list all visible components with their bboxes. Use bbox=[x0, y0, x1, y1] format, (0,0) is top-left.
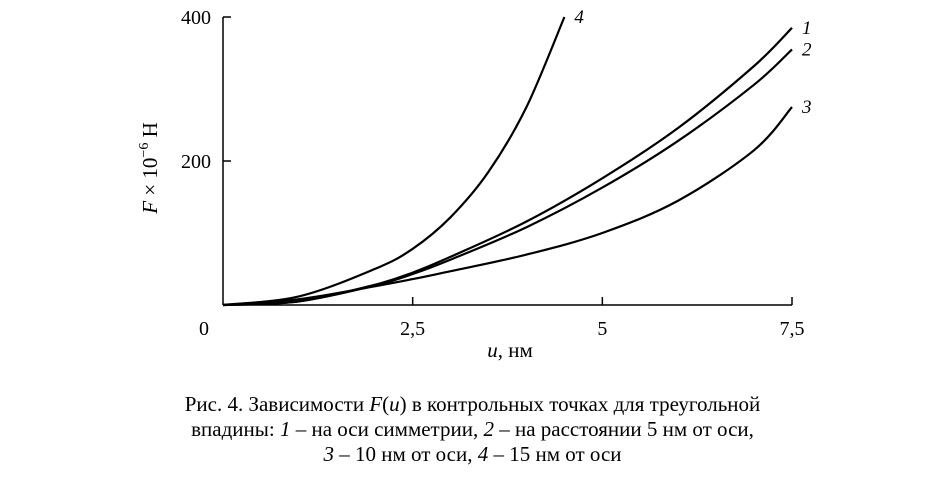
curve-3 bbox=[222, 106, 793, 307]
caption-text: Рис. 4. Зависимости bbox=[184, 392, 370, 416]
curve-2 bbox=[222, 48, 793, 307]
curve-4 bbox=[222, 16, 566, 307]
curve-label-4: 4 bbox=[574, 7, 584, 28]
caption-text: – на расстоянии 5 нм от оси, bbox=[493, 417, 754, 441]
x-tick-label: 2,5 bbox=[400, 318, 425, 340]
caption-text: – 10 нм от оси, bbox=[333, 442, 478, 466]
ticks: 0 2,5 5 7,5 200 400 bbox=[181, 7, 805, 340]
curves bbox=[222, 16, 793, 307]
y-axis-unit: Н bbox=[138, 122, 162, 142]
caption-text: впадины: bbox=[191, 417, 280, 441]
caption-curve-num: 1 bbox=[279, 417, 291, 441]
curve-label-1: 1 bbox=[802, 18, 812, 39]
y-axis-exp: −6 bbox=[137, 143, 152, 158]
caption-text: – на оси симметрии, bbox=[290, 417, 484, 441]
caption-curve-num: 3 bbox=[323, 442, 334, 466]
y-axis-factor: × 10 bbox=[138, 158, 162, 201]
caption-text: ( bbox=[382, 392, 390, 416]
axes bbox=[222, 17, 792, 306]
caption-line-3: 3 – 10 нм от оси, 4 – 15 нм от оси bbox=[120, 442, 825, 467]
x-tick-label: 0 bbox=[199, 318, 209, 340]
caption-var: u bbox=[389, 392, 400, 416]
caption-line-2: впадины: 1 – на оси симметрии, 2 – на ра… bbox=[120, 417, 825, 442]
curve-1 bbox=[222, 27, 793, 307]
caption-curve-num: 4 bbox=[477, 442, 489, 466]
x-axis-title: u, нм bbox=[487, 338, 533, 362]
caption-text: ) в контрольных точках для треугольной bbox=[399, 392, 761, 416]
x-axis-var: u bbox=[487, 338, 498, 362]
x-tick-label: 5 bbox=[597, 318, 607, 340]
y-tick-label: 200 bbox=[181, 151, 211, 173]
figure-caption: Рис. 4. Зависимости F(u) в контрольных т… bbox=[120, 392, 825, 467]
y-axis-var: F bbox=[138, 201, 162, 215]
caption-line-1: Рис. 4. Зависимости F(u) в контрольных т… bbox=[120, 392, 825, 417]
curve-label-2: 2 bbox=[802, 39, 812, 60]
caption-text: – 15 нм от оси bbox=[488, 442, 622, 466]
x-tick-label: 7,5 bbox=[780, 318, 805, 340]
y-tick-label: 400 bbox=[181, 7, 211, 29]
labels: 12 3 4 bbox=[574, 7, 812, 118]
x-axis-unit: , нм bbox=[498, 338, 533, 362]
chart: 0 2,5 5 7,5 200 400 12 3 4 F × 10−6 Н u, нм bbox=[137, 7, 812, 362]
caption-var: F bbox=[369, 392, 383, 416]
y-axis-title: F × 10−6 Н bbox=[137, 122, 162, 215]
caption-curve-num: 2 bbox=[483, 417, 494, 441]
curve-label-3: 3 bbox=[801, 97, 812, 118]
